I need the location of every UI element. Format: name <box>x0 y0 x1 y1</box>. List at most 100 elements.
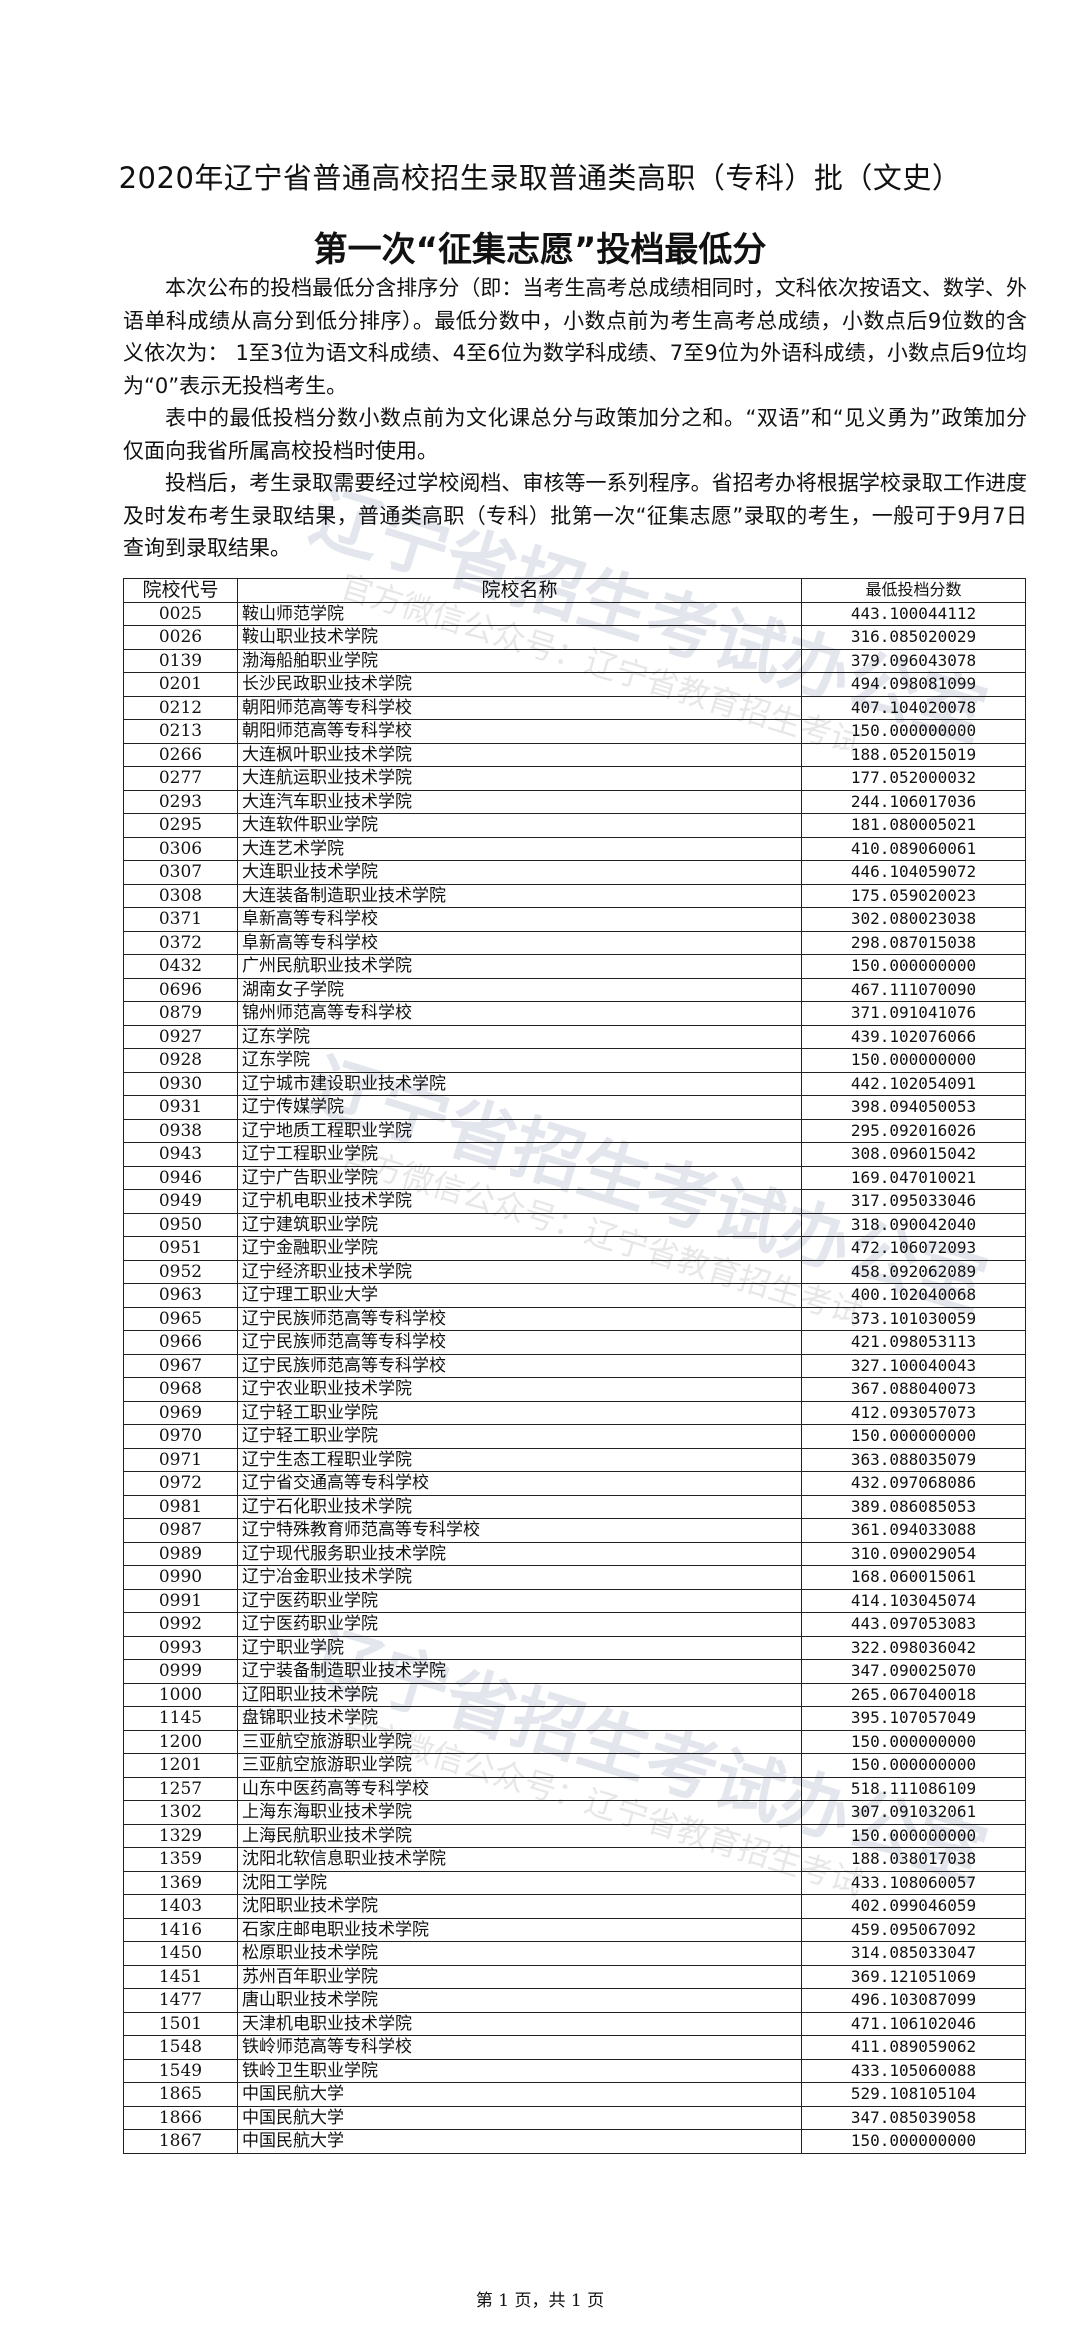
school-name: 辽宁轻工职业学院 <box>237 1400 802 1425</box>
table-row: 1549 铁岭卫生职业学院 433.105060088 <box>123 2058 1026 2083</box>
min-score: 373.101030059 <box>801 1306 1026 1331</box>
school-name: 阜新高等专科学校 <box>237 907 802 932</box>
school-code: 0967 <box>123 1353 238 1378</box>
school-code: 0277 <box>123 766 238 791</box>
min-score: 265.067040018 <box>801 1682 1026 1707</box>
school-name: 大连枫叶职业技术学院 <box>237 742 802 767</box>
min-score: 433.105060088 <box>801 2058 1026 2083</box>
school-name: 辽东学院 <box>237 1024 802 1049</box>
school-name: 大连软件职业学院 <box>237 813 802 838</box>
school-code: 1501 <box>123 2011 238 2036</box>
school-code: 0970 <box>123 1424 238 1449</box>
min-score: 316.085020029 <box>801 625 1026 650</box>
school-name: 鞍山师范学院 <box>237 601 802 626</box>
table-row: 0966 辽宁民族师范高等专科学校 421.098053113 <box>123 1330 1026 1355</box>
school-code: 1865 <box>123 2082 238 2107</box>
min-score: 175.059020023 <box>801 883 1026 908</box>
min-score: 244.106017036 <box>801 789 1026 814</box>
school-name: 大连装备制造职业技术学院 <box>237 883 802 908</box>
min-score: 471.106102046 <box>801 2011 1026 2036</box>
intro-paragraph: 本次公布的投档最低分含排序分（即：当考生高考总成绩相同时，文科依次按语文、数学、… <box>123 276 1027 398</box>
table-row: 1416 石家庄邮电职业技术学院 459.095067092 <box>123 1917 1026 1942</box>
school-code: 1403 <box>123 1894 238 1919</box>
school-code: 1548 <box>123 2035 238 2060</box>
min-score: 347.090025070 <box>801 1659 1026 1684</box>
school-code: 0931 <box>123 1095 238 1120</box>
school-name: 铁岭卫生职业学院 <box>237 2058 802 2083</box>
table-row: 1200 三亚航空旅游职业学院 150.000000000 <box>123 1729 1026 1754</box>
min-score: 298.087015038 <box>801 930 1026 955</box>
table-row: 1548 铁岭师范高等专科学校 411.089059062 <box>123 2035 1026 2060</box>
school-code: 0999 <box>123 1659 238 1684</box>
table-row: 0879 锦州师范高等专科学校 371.091041076 <box>123 1001 1026 1026</box>
school-name: 辽宁装备制造职业技术学院 <box>237 1659 802 1684</box>
table-row: 0212 朝阳师范高等专科学校 407.104020078 <box>123 695 1026 720</box>
school-name: 辽宁现代服务职业技术学院 <box>237 1541 802 1566</box>
school-code: 0952 <box>123 1259 238 1284</box>
table-row: 0963 辽宁理工职业大学 400.102040068 <box>123 1283 1026 1308</box>
min-score: 407.104020078 <box>801 695 1026 720</box>
school-code: 0943 <box>123 1142 238 1167</box>
min-score: 421.098053113 <box>801 1330 1026 1355</box>
table-row: 0967 辽宁民族师范高等专科学校 327.100040043 <box>123 1353 1026 1378</box>
school-name: 辽宁广告职业学院 <box>237 1165 802 1190</box>
school-name: 广州民航职业技术学院 <box>237 954 802 979</box>
table-row: 0696 湖南女子学院 467.111070090 <box>123 977 1026 1002</box>
school-name: 辽宁石化职业技术学院 <box>237 1494 802 1519</box>
school-name: 朝阳师范高等专科学校 <box>237 695 802 720</box>
school-name: 上海民航职业技术学院 <box>237 1823 802 1848</box>
school-code: 0963 <box>123 1283 238 1308</box>
school-code: 1201 <box>123 1753 238 1778</box>
min-score: 518.111086109 <box>801 1776 1026 1801</box>
school-name: 上海东海职业技术学院 <box>237 1800 802 1825</box>
school-name: 长沙民政职业技术学院 <box>237 672 802 697</box>
table-row: 1403 沈阳职业技术学院 402.099046059 <box>123 1894 1026 1919</box>
min-score: 310.090029054 <box>801 1541 1026 1566</box>
table-row: 0277 大连航运职业技术学院 177.052000032 <box>123 766 1026 791</box>
min-score: 150.000000000 <box>801 1729 1026 1754</box>
school-name: 辽宁地质工程职业学院 <box>237 1118 802 1143</box>
school-code: 1359 <box>123 1847 238 1872</box>
table-row: 1866 中国民航大学 347.085039058 <box>123 2105 1026 2130</box>
table-row: 0201 长沙民政职业技术学院 494.098081099 <box>123 672 1026 697</box>
table-row: 0991 辽宁医药职业学院 414.103045074 <box>123 1588 1026 1613</box>
min-score: 181.080005021 <box>801 813 1026 838</box>
min-score: 150.000000000 <box>801 1753 1026 1778</box>
min-score: 371.091041076 <box>801 1001 1026 1026</box>
header-score: 最低投档分数 <box>801 578 1026 603</box>
table-row: 1000 辽阳职业技术学院 265.067040018 <box>123 1682 1026 1707</box>
document-title: 2020年辽宁省普通高校招生录取普通类高职（专科）批（文史） <box>118 161 962 195</box>
school-name: 石家庄邮电职业技术学院 <box>237 1917 802 1942</box>
school-name: 大连航运职业技术学院 <box>237 766 802 791</box>
school-name: 唐山职业技术学院 <box>237 1988 802 2013</box>
min-score: 529.108105104 <box>801 2082 1026 2107</box>
school-name: 辽宁冶金职业技术学院 <box>237 1565 802 1590</box>
school-name: 苏州百年职业学院 <box>237 1964 802 1989</box>
school-code: 0307 <box>123 860 238 885</box>
table-row: 1867 中国民航大学 150.000000000 <box>123 2129 1026 2154</box>
table-row: 0931 辽宁传媒学院 398.094050053 <box>123 1095 1026 1120</box>
school-code: 0971 <box>123 1447 238 1472</box>
min-score: 379.096043078 <box>801 648 1026 673</box>
school-code: 0293 <box>123 789 238 814</box>
min-score: 150.000000000 <box>801 954 1026 979</box>
table-row: 0971 辽宁生态工程职业学院 363.088035079 <box>123 1447 1026 1472</box>
school-code: 0968 <box>123 1377 238 1402</box>
table-row: 0213 朝阳师范高等专科学校 150.000000000 <box>123 719 1026 744</box>
school-code: 1451 <box>123 1964 238 1989</box>
table-row: 0930 辽宁城市建设职业技术学院 442.102054091 <box>123 1071 1026 1096</box>
page-footer: 第 1 页，共 1 页 <box>475 2291 605 2311</box>
table-row: 0987 辽宁特殊教育师范高等专科学校 361.094033088 <box>123 1518 1026 1543</box>
school-code: 1866 <box>123 2105 238 2130</box>
min-score: 410.089060061 <box>801 836 1026 861</box>
school-name: 中国民航大学 <box>237 2082 802 2107</box>
school-code: 0989 <box>123 1541 238 1566</box>
school-code: 1302 <box>123 1800 238 1825</box>
table-row: 0969 辽宁轻工职业学院 412.093057073 <box>123 1400 1026 1425</box>
table-body: 0025 鞍山师范学院 443.100044112 0026 鞍山职业技术学院 316.0… <box>123 601 1026 2154</box>
min-score: 150.000000000 <box>801 1048 1026 1073</box>
table-row: 1145 盘锦职业技术学院 395.107057049 <box>123 1706 1026 1731</box>
table-row: 0970 辽宁轻工职业学院 150.000000000 <box>123 1424 1026 1449</box>
school-name: 辽宁民族师范高等专科学校 <box>237 1353 802 1378</box>
school-code: 0946 <box>123 1165 238 1190</box>
